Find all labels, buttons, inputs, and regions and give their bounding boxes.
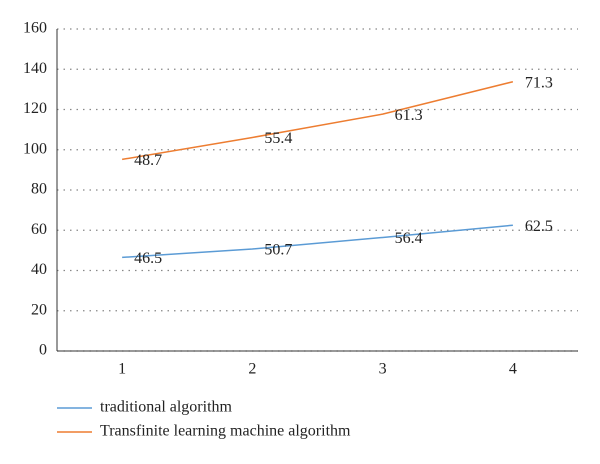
data-label: 46.5	[134, 250, 162, 267]
x-tick-label: 3	[379, 361, 387, 378]
data-label: 48.7	[134, 152, 162, 169]
data-label: 61.3	[395, 107, 423, 124]
y-tick-label: 40	[31, 261, 47, 278]
x-tick-label: 1	[118, 361, 126, 378]
y-tick-label: 80	[31, 181, 47, 198]
data-label: 50.7	[264, 242, 292, 259]
data-label: 55.4	[264, 130, 292, 147]
y-tick-label: 160	[23, 20, 47, 37]
y-tick-label: 120	[23, 100, 47, 117]
y-tick-label: 20	[31, 301, 47, 318]
series-line	[122, 224, 513, 259]
data-label: 62.5	[525, 218, 553, 235]
legend-label: Transfinite learning machine algorithm	[100, 423, 351, 440]
x-tick-label: 2	[248, 361, 256, 378]
data-label: 56.4	[395, 230, 423, 247]
y-tick-label: 0	[39, 342, 47, 359]
y-tick-label: 60	[31, 221, 47, 238]
y-tick-label: 100	[23, 140, 47, 157]
data-label: 71.3	[525, 74, 553, 91]
series-line	[122, 80, 514, 161]
legend-label: traditional algorithm	[100, 399, 233, 416]
x-tick-label: 4	[509, 361, 517, 378]
y-tick-label: 140	[23, 60, 47, 77]
